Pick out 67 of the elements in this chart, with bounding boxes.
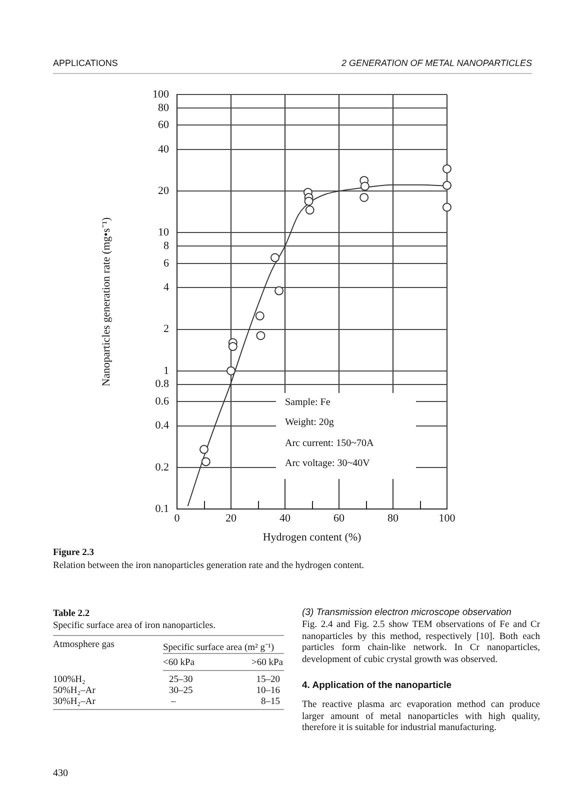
x-tick-label: 40 [280,512,291,524]
text: Relation between the iron nanoparticles generation rate and the hydrogen content. [53,561,364,571]
point [201,457,210,466]
text: The reactive plasma arc evaporation method can produce larger amount of metal nanoparticles with high quality, therefore it is suitable for industrial manufacturing. [302,700,540,734]
y-tick-label: 0.1 [155,502,169,515]
y-tick-label: 40 [158,143,170,156]
point [274,286,284,296]
y-tick-label: 0.8 [155,378,170,390]
text: 430 [53,768,68,779]
text: <60 kPa [163,658,194,668]
point [442,180,452,190]
point [270,253,280,262]
point [255,311,264,320]
caption: Table 2.2 [53,609,90,619]
text: APPLICATIONS [53,58,118,68]
text: Specific surface area of iron nanoparticles. [53,621,216,631]
y-tick-label: 4 [164,282,170,294]
text: 30%H₂–Ar [53,697,96,707]
caption: Fig. 2.4 and Fig. 2.5 show TEM observations of Fe and Cr nanoparticles by this method, respectively [10]. Both each particles form chain-like network. In Cr nanoparticles, development of cubic crystal growth was observed. [302,620,540,666]
point [256,331,266,340]
text: Specific surface area (m² g⁻¹) [163,642,274,653]
text: 30–25 [169,686,193,696]
point [226,366,236,376]
annotation: Sample: Fe [285,397,330,408]
y-tick-label: 20 [158,185,170,198]
y-tick-label: 0.2 [155,461,169,474]
point [360,182,370,191]
text: Atmosphere gas [53,640,114,650]
text: 100%H₂ [53,675,86,685]
text: Figure 2.3 [53,548,94,558]
text: – [171,697,176,707]
point [304,196,314,206]
point [360,192,369,202]
point [228,342,238,352]
text: 10–16 [256,686,280,696]
y-tick-label: 10 [158,226,170,239]
annotation: Weight: 20g [285,417,334,428]
text: 2 GENERATION OF METAL NANOPARTICLES [341,58,532,68]
y-tick-label: 6 [164,257,170,270]
x-tick-label: 20 [226,512,237,524]
x-tick-label: 0 [174,512,180,524]
annotation: Arc current: 150~70A [285,438,374,449]
point [442,202,452,212]
y-tick-label: 8 [164,240,170,252]
point [305,206,314,215]
y-tick-label: 1 [164,364,169,377]
y-tick-label: 100 [152,88,170,100]
text: 8–15 [261,697,280,707]
y-axis-title: Nanoparticles generation rate (mg•s⁻¹) [100,216,112,386]
x-tick-label: 80 [388,512,399,524]
text: 25–30 [169,675,193,685]
text: 50%H₂–Ar [53,686,96,696]
y-tick-label: 60 [158,119,170,132]
point [442,164,452,174]
y-tick-label: 0.4 [155,420,170,432]
x-axis-title: Hydrogen content (%) [262,531,362,544]
x-tick-label: 60 [334,512,345,524]
annotation: Arc voltage: 30~40V [285,458,370,469]
y-tick-label: 2 [164,323,169,336]
y-tick-label: 0.6 [155,395,170,408]
text: 4. Application of the nanoparticle [302,680,452,691]
text: >60 kPa [252,658,283,668]
y-tick-label: 80 [158,102,170,114]
text: (3) Transmission electron microscope observation [302,607,512,618]
text: 15–20 [256,675,280,685]
x-tick-label: 100 [438,512,456,524]
point [200,444,208,454]
